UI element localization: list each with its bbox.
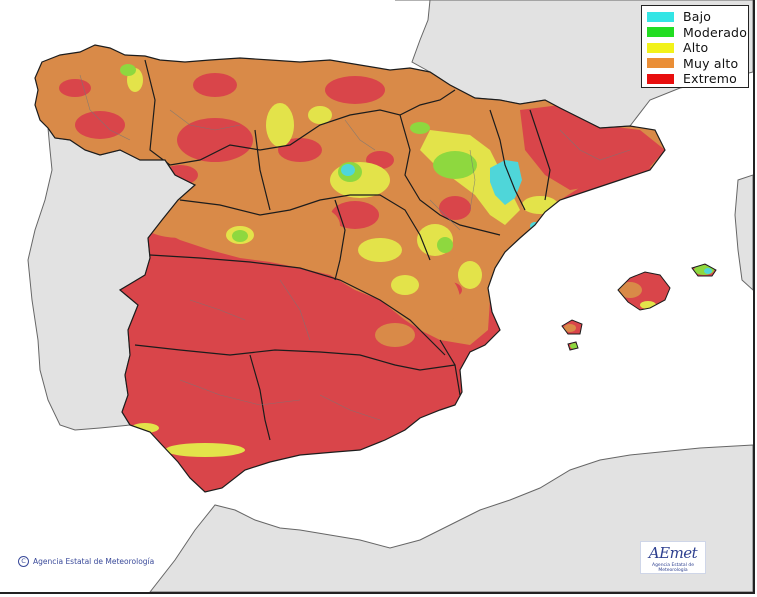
spain-coastline [34,44,666,493]
legend-label: Alto [683,40,709,56]
legend-item-alto: Alto [647,40,748,56]
legend-item-moderado: Moderado [647,25,748,41]
aemet-logo: AEmet Agencia Estatal de Meteorología [640,541,706,574]
legend-item-bajo: Bajo [647,9,748,25]
legend-swatch [647,73,674,84]
balearic-islands [562,264,716,350]
copyright-icon: C [18,556,29,567]
legend-label: Moderado [683,24,748,40]
legend-label: Bajo [683,9,712,25]
logo-text: AEmet [648,544,698,562]
legend-swatch [647,27,674,38]
legend-swatch [647,58,674,69]
legend: Bajo Moderado Alto Muy alto Extremo [641,5,749,88]
credit-text: Agencia Estatal de Meteorología [33,557,155,566]
logo-subtext: Agencia Estatal de Meteorología [651,563,694,573]
legend-label: Extremo [683,71,737,87]
legend-item-extremo: Extremo [647,71,748,87]
africa-land [149,444,753,592]
legend-swatch [647,11,674,22]
legend-label: Muy alto [683,55,739,71]
copyright-credit: C Agencia Estatal de Meteorología [18,556,154,567]
sardinia-land [734,174,753,291]
legend-swatch [647,42,674,53]
legend-item-muy-alto: Muy alto [647,56,748,72]
